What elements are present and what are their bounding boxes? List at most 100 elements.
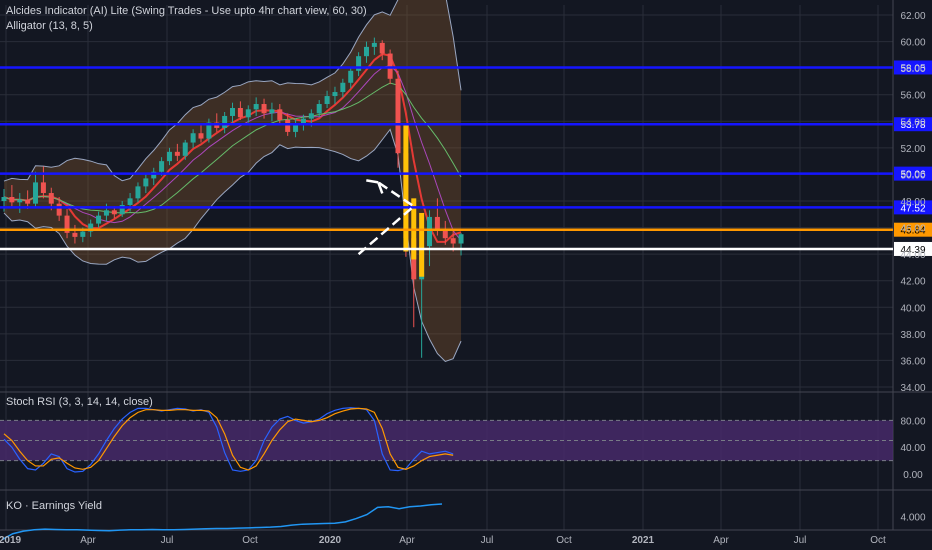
candle-body: [143, 178, 149, 187]
band-upper: [3, 0, 462, 182]
candle-body: [269, 109, 275, 114]
candle-body: [379, 42, 385, 54]
candle-body: [119, 204, 125, 215]
candle-body: [25, 199, 31, 204]
price-axis-tick: 44.00: [900, 250, 925, 261]
candle-body: [308, 113, 314, 119]
price-label: 53.78: [900, 120, 925, 131]
price-axis-tick: 52.00: [900, 144, 925, 155]
time-axis-tick: Apr: [713, 535, 729, 546]
candle-body: [198, 133, 204, 139]
price-label: 50.06: [900, 170, 925, 181]
time-axis-tick: Apr: [399, 535, 415, 546]
candle-body: [387, 53, 393, 79]
candle-body: [285, 119, 291, 132]
candle-body: [40, 182, 46, 194]
candle-body: [135, 186, 141, 199]
candle-body: [293, 123, 299, 132]
price-axis-tick: 36.00: [900, 356, 925, 367]
price-axis-tick: 40.00: [900, 303, 925, 314]
rsi-line-d: [3, 407, 454, 471]
earnings-yield-line: [1, 503, 443, 541]
price-axis-tick: 42.00: [900, 277, 925, 288]
candle-body: [442, 228, 448, 239]
band-lower: [3, 128, 462, 363]
candle-body: [348, 70, 354, 83]
projection-arrowhead: [366, 179, 384, 194]
candle-body: [300, 118, 306, 124]
candle-body: [363, 46, 369, 57]
signal-bar: [403, 123, 409, 252]
time-axis-tick: Oct: [870, 535, 886, 546]
candle-body: [458, 234, 464, 244]
candle-body: [182, 142, 188, 156]
candle-body: [222, 115, 228, 128]
candle-body: [80, 231, 86, 237]
price-axis-tick: 46.00: [900, 224, 925, 235]
candle-body: [159, 161, 165, 172]
candle-body: [206, 122, 212, 139]
time-axis-tick: Apr: [80, 535, 96, 546]
time-axis-tick: Jul: [794, 535, 807, 546]
rsi-line-k: [3, 407, 454, 473]
time-axis-tick: Oct: [556, 535, 572, 546]
price-label: 44.39: [900, 245, 925, 256]
candle-body: [434, 216, 440, 229]
indicator-legend-alligator[interactable]: Alligator (13, 8, 5): [6, 20, 93, 32]
candle-body: [450, 238, 456, 244]
indicator-legend-stoch-rsi[interactable]: Stoch RSI (3, 3, 14, 14, close): [6, 396, 153, 408]
candle-body: [48, 193, 54, 204]
rsi-axis-tick: 0.00: [903, 470, 923, 481]
time-axis-tick: Oct: [242, 535, 258, 546]
candle-body: [127, 198, 133, 205]
price-label: 58.05: [900, 63, 925, 74]
candle-body: [166, 151, 172, 162]
indicator-legend-earnings-yield[interactable]: KO · Earnings Yield: [6, 500, 102, 512]
price-label-box: [894, 200, 932, 215]
price-axis-tick: 34.00: [900, 383, 925, 394]
price-axis-tick: 62.00: [900, 11, 925, 22]
price-label-box: [894, 166, 932, 181]
candle-body: [17, 199, 23, 203]
indicator-legend-ai[interactable]: Alcides Indicator (AI) Lite (Swing Trade…: [6, 5, 367, 17]
candle-body: [371, 42, 377, 47]
candle-body: [230, 108, 236, 116]
candle-body: [253, 104, 259, 110]
candle-body: [316, 104, 322, 114]
candle-body: [261, 104, 267, 114]
candle-body: [33, 182, 39, 204]
time-axis-tick: 2020: [319, 535, 342, 546]
candle-body: [332, 92, 338, 97]
candle-body: [151, 171, 157, 179]
band-fill: [4, 0, 462, 362]
candle-body: [190, 133, 196, 143]
candle-body: [174, 151, 180, 156]
rsi-axis-tick: 40.00: [900, 443, 925, 454]
time-axis-tick: 2021: [632, 535, 655, 546]
candle-body: [340, 82, 346, 93]
candle-body: [72, 232, 78, 237]
signal-bar: [419, 212, 425, 277]
time-axis-tick: 2019: [0, 535, 22, 546]
price-axis-tick: 50.00: [900, 170, 925, 181]
price-label: 45.84: [900, 226, 925, 237]
candle-body: [56, 203, 62, 216]
time-axis-tick: Jul: [481, 535, 494, 546]
candle-body: [111, 210, 117, 215]
price-axis-tick: 60.00: [900, 38, 925, 49]
candle-body: [324, 96, 330, 105]
price-axis-tick: 58.00: [900, 64, 925, 75]
price-label-box: [894, 222, 932, 237]
candle-body: [395, 78, 401, 154]
price-axis-tick: 56.00: [900, 91, 925, 102]
candle-body: [245, 109, 251, 118]
price-label: 47.52: [900, 203, 925, 214]
candle-body: [103, 210, 109, 216]
price-axis-tick: 54.00: [900, 117, 925, 128]
price-label-box: [894, 60, 932, 75]
candle-body: [9, 197, 15, 203]
candle-body: [356, 56, 362, 71]
ey-axis-tick: 4.000: [900, 513, 925, 524]
candle-body: [237, 108, 243, 118]
